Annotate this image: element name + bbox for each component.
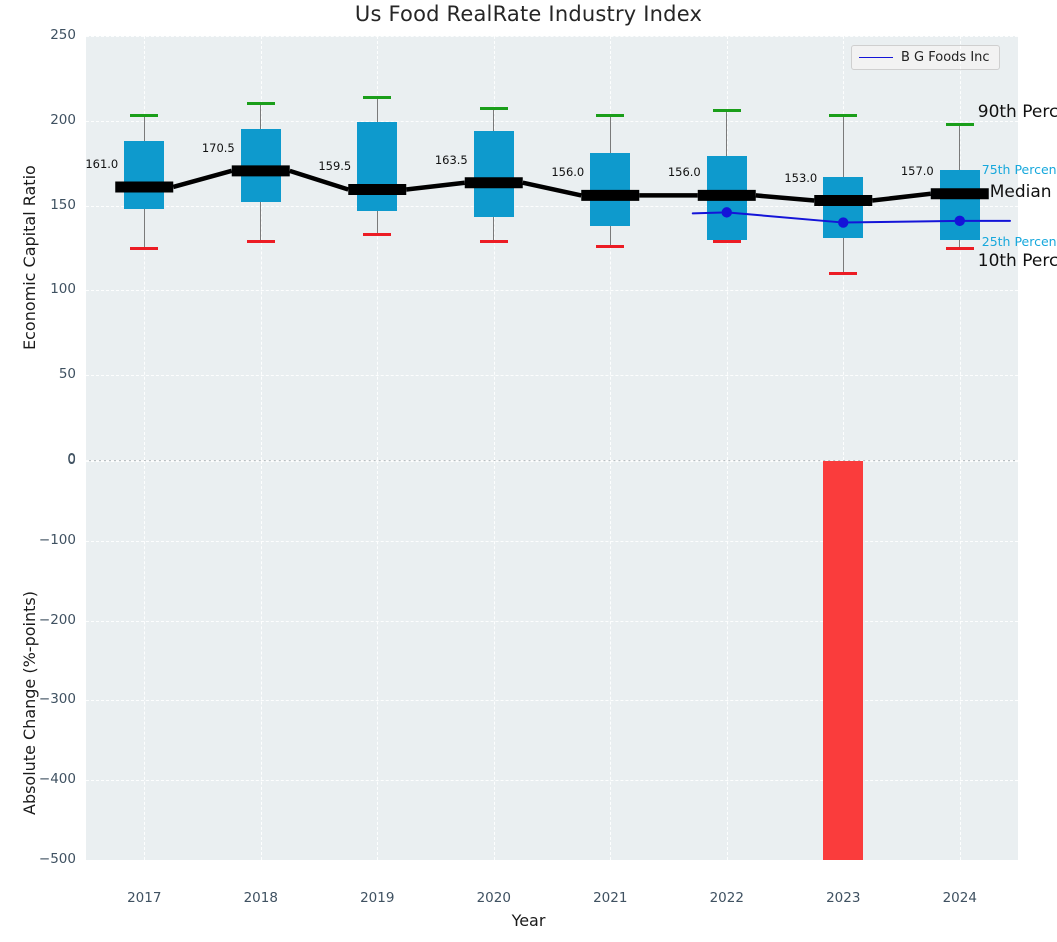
y-tick-label-bottom: −200 xyxy=(38,611,76,628)
cap-90th-percentile xyxy=(130,114,159,118)
chart-title: Us Food RealRate Industry Index xyxy=(354,2,703,26)
gridline-top xyxy=(86,375,1018,377)
y-tick-label-top: 200 xyxy=(50,111,76,128)
gridline-bottom xyxy=(86,461,1018,462)
annotation-90th-percentile: 90th Percentile xyxy=(977,102,1057,123)
gridline-vertical xyxy=(377,36,379,460)
cap-10th-percentile xyxy=(246,239,275,243)
gridline-vertical xyxy=(610,461,612,860)
gridline-top xyxy=(86,290,1018,292)
y-tick-label-bottom: −300 xyxy=(38,691,76,708)
x-tick-label: 2020 xyxy=(476,890,511,906)
cap-90th-percentile xyxy=(829,114,858,118)
gridline-vertical xyxy=(260,36,262,460)
gridline-vertical xyxy=(493,36,495,460)
cap-90th-percentile xyxy=(246,102,275,106)
box-iqr xyxy=(706,156,747,240)
gridline-top xyxy=(86,205,1018,207)
x-tick-label: 2023 xyxy=(826,890,861,906)
median-value-label: 163.5 xyxy=(434,152,468,167)
cap-90th-percentile xyxy=(596,114,625,118)
box-iqr xyxy=(590,153,631,226)
x-tick-label: 2017 xyxy=(127,890,162,906)
gridline-vertical xyxy=(144,461,146,860)
y-tick-label-bottom: 0 xyxy=(67,452,76,468)
y-tick-label-top: 0 xyxy=(67,451,76,467)
box-iqr xyxy=(240,129,281,203)
gridline-bottom xyxy=(86,540,1018,542)
y-axis-title-top: Economic Capital Ratio xyxy=(20,165,39,350)
legend-label-bg-foods: B G Foods Inc xyxy=(901,50,990,65)
gridline-vertical xyxy=(610,36,612,460)
gridline-vertical xyxy=(959,461,961,860)
x-axis-title: Year xyxy=(511,911,546,930)
y-tick-label-bottom: −100 xyxy=(38,531,76,548)
change-bar xyxy=(823,461,864,860)
cap-10th-percentile xyxy=(596,244,625,248)
gridline-top xyxy=(86,460,1018,461)
gridline-vertical xyxy=(260,461,262,860)
gridline-vertical xyxy=(726,461,728,860)
cap-90th-percentile xyxy=(363,95,392,99)
box-iqr xyxy=(939,169,980,240)
box-iqr xyxy=(823,176,864,238)
x-tick-label: 2021 xyxy=(593,890,628,906)
gridline-bottom xyxy=(86,780,1018,782)
median-value-label: 156.0 xyxy=(667,165,701,180)
median-value-label: 157.0 xyxy=(900,163,934,178)
y-tick-label-bottom: −400 xyxy=(38,771,76,788)
y-tick-label-top: 100 xyxy=(50,281,76,298)
annotation-median: Median xyxy=(989,181,1052,202)
gridline-vertical xyxy=(726,36,728,460)
annotation-10th-percentile: 10th Percentile xyxy=(977,251,1057,271)
gridline-vertical xyxy=(493,461,495,860)
cap-90th-percentile xyxy=(945,122,974,126)
median-value-label: 161.0 xyxy=(85,156,119,171)
legend[interactable]: B G Foods Inc xyxy=(851,45,1000,70)
cap-10th-percentile xyxy=(829,271,858,275)
box-iqr xyxy=(473,130,514,218)
median-value-label: 159.5 xyxy=(318,159,352,174)
cap-10th-percentile xyxy=(945,246,974,250)
gridline-bottom xyxy=(86,860,1018,861)
cap-10th-percentile xyxy=(712,239,741,243)
median-value-label: 153.0 xyxy=(784,170,818,185)
cap-90th-percentile xyxy=(479,107,508,111)
legend-line-swatch xyxy=(859,57,893,58)
cap-10th-percentile xyxy=(479,239,508,243)
y-tick-label-bottom: −500 xyxy=(38,851,76,867)
y-tick-label-top: 250 xyxy=(50,27,76,43)
cap-10th-percentile xyxy=(363,232,392,236)
gridline-top xyxy=(86,36,1018,37)
box-iqr xyxy=(124,141,165,209)
x-tick-label: 2019 xyxy=(360,890,395,906)
box-iqr xyxy=(357,122,398,211)
y-tick-label-top: 150 xyxy=(50,196,76,213)
cap-10th-percentile xyxy=(130,246,159,250)
gridline-top xyxy=(86,120,1018,122)
gridline-vertical xyxy=(377,461,379,860)
median-value-label: 156.0 xyxy=(551,165,585,180)
top-panel-plot-area xyxy=(86,36,1018,460)
bottom-panel-plot-area xyxy=(86,461,1018,860)
x-tick-label: 2018 xyxy=(243,890,278,906)
annotation-25th-percentile: 25th Percentile xyxy=(981,233,1057,249)
cap-90th-percentile xyxy=(712,109,741,113)
y-tick-label-top: 50 xyxy=(58,366,76,383)
gridline-bottom xyxy=(86,620,1018,622)
x-tick-label: 2022 xyxy=(709,890,744,906)
annotation-75th-percentile: 75th Percentile xyxy=(981,161,1057,177)
gridline-bottom xyxy=(86,700,1018,702)
x-tick-label: 2024 xyxy=(942,890,977,906)
median-value-label: 170.5 xyxy=(201,140,235,155)
